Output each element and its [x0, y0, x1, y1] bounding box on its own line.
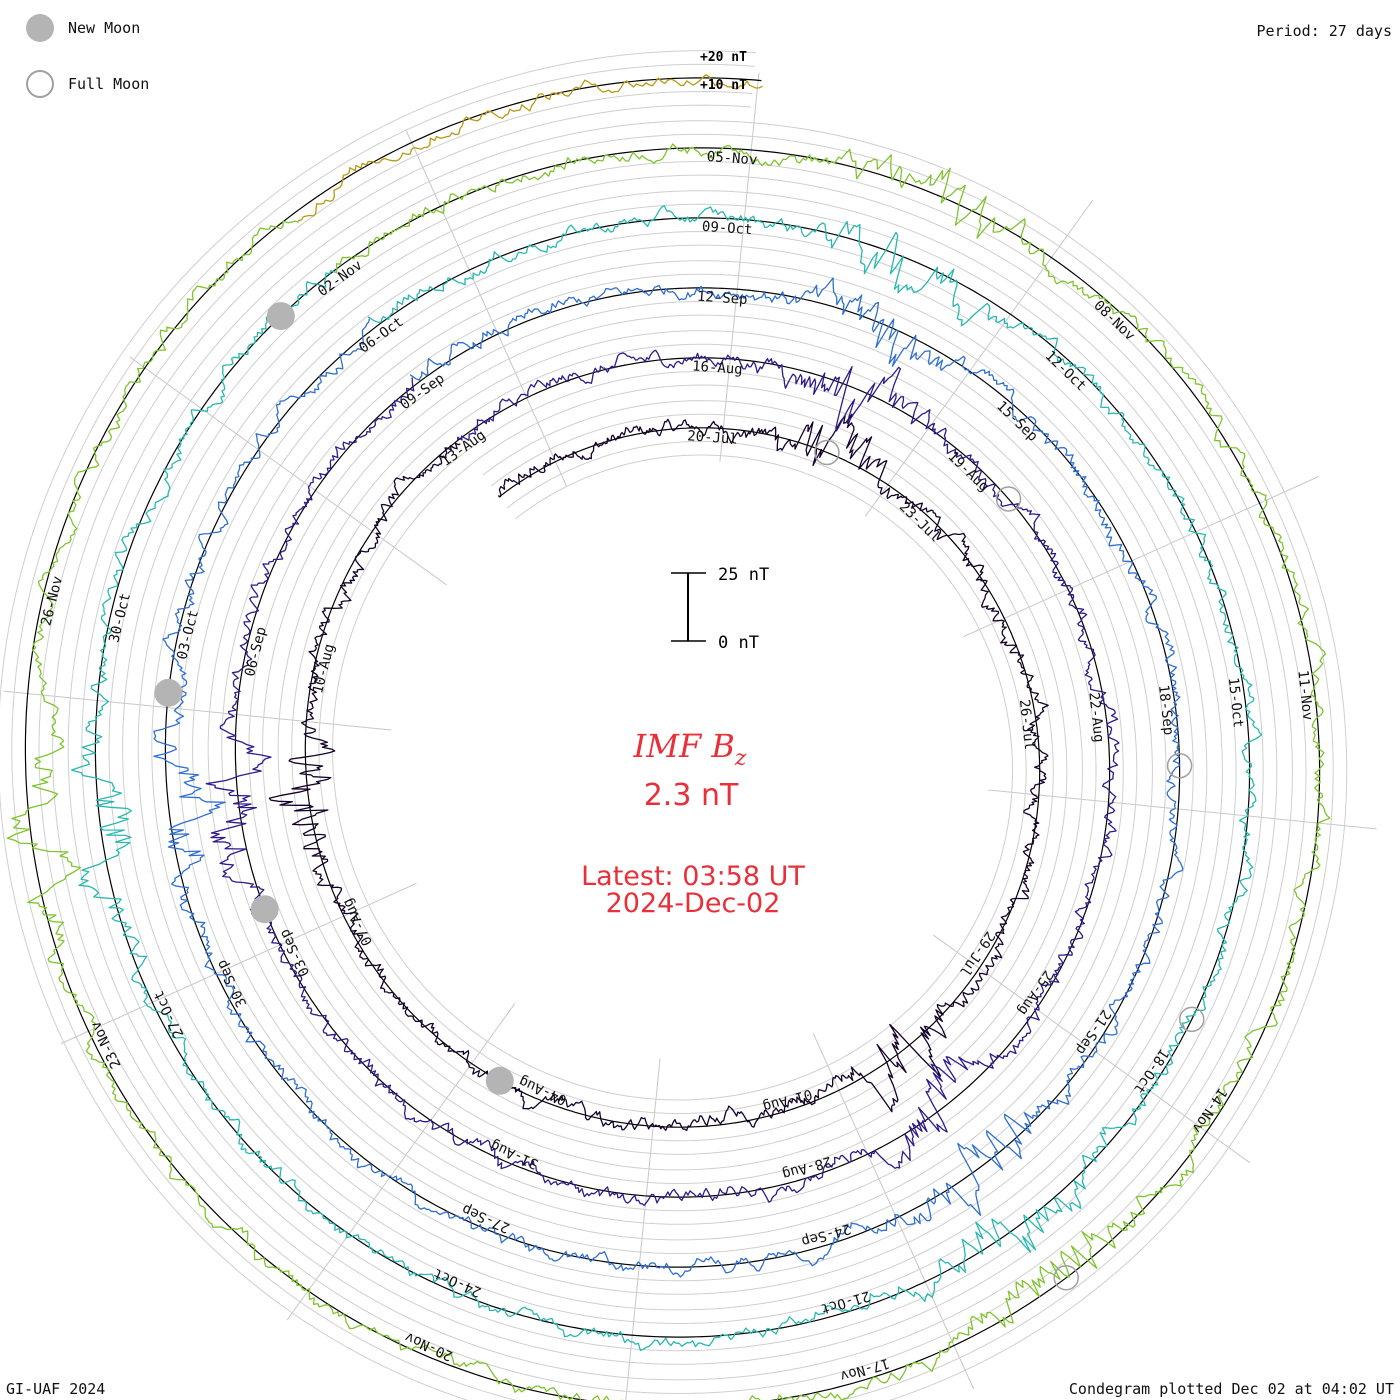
ring-scale-label-10: +10 nT: [700, 78, 747, 93]
full-moon-marker: [1053, 1265, 1079, 1291]
new-moon-marker: [485, 1066, 514, 1095]
grid-spoke: [988, 789, 1377, 830]
scale-bar-top-label: 25 nT: [718, 565, 769, 585]
legend-full-moon: Full Moon: [26, 70, 149, 98]
series-line-period-3: [153, 277, 1184, 1278]
latest-time: Latest: 03:58 UT: [581, 861, 805, 892]
data-series: [6, 74, 1331, 1400]
legend-new-moon-label: New Moon: [68, 19, 141, 37]
date-label: 05-Nov: [706, 149, 758, 168]
date-label: 03-Sep: [277, 926, 314, 978]
full-moon-icon: [26, 70, 54, 98]
center-annotation: IMF Bz 2.3 nT Latest: 03:58 UT 2024-Dec-…: [581, 727, 805, 919]
new-moon-marker: [154, 678, 183, 707]
period-label: Period: 27 days: [1256, 22, 1392, 40]
legend-new-moon: New Moon: [26, 14, 140, 42]
grid-spoke: [3, 690, 392, 731]
grid-spoke: [933, 934, 1251, 1164]
scale-bar: 25 nT 0 nT: [671, 565, 769, 653]
date-label: 31-Aug: [488, 1137, 541, 1172]
credit-label: GI-UAF 2024: [6, 1380, 106, 1398]
date-label: 26-Jul: [1016, 699, 1037, 751]
chart-title: IMF Bz: [633, 727, 747, 771]
grid-spokes: [3, 73, 1377, 1400]
date-label: 09-Oct: [701, 219, 753, 238]
date-label: 24-Oct: [431, 1265, 484, 1300]
date-label: 16-Aug: [692, 358, 744, 377]
chart-title-main: IMF B: [633, 727, 735, 765]
full-moon-marker: [814, 439, 840, 466]
date-labels: 20-Jul23-Jul26-Jul29-Jul01-Aug04-Aug07-A…: [38, 149, 1315, 1384]
current-value: 2.3 nT: [644, 778, 739, 813]
date-label: 09-Sep: [397, 371, 447, 414]
series-line-period-4: [70, 205, 1263, 1352]
full-moon-marker: [1166, 752, 1193, 779]
full-moon-marker: [1179, 1006, 1205, 1033]
grid-spoke: [812, 1033, 975, 1390]
new-moon-marker: [250, 895, 279, 924]
series-line-period-5: [6, 143, 1331, 1400]
grid-spoke: [129, 356, 447, 586]
date-label: 23-Nov: [88, 1018, 125, 1070]
date-label: 18-Sep: [1155, 684, 1176, 736]
grid-spoke: [60, 882, 417, 1045]
reference-spiral: [24, 77, 1321, 1400]
date-label: 27-Oct: [151, 988, 188, 1040]
date-label: 12-Sep: [696, 289, 748, 308]
date-label: 11-Nov: [1294, 669, 1315, 721]
series-line-period-6: [297, 74, 763, 222]
chart-title-sub: z: [734, 746, 747, 771]
full-moon-marker: [995, 486, 1022, 512]
new-moon-marker: [266, 302, 295, 331]
latest-date: 2024-Dec-02: [606, 888, 781, 919]
grid-spoke: [405, 130, 568, 487]
series-line-period-2: [205, 349, 1120, 1207]
date-label: 15-Oct: [1225, 677, 1246, 729]
grid-ring: [0, 50, 1348, 1400]
date-label: 20-Nov: [403, 1329, 456, 1364]
grid-ring: [52, 104, 1293, 1381]
date-label: 30-Sep: [214, 957, 251, 1009]
date-label: 20-Jul: [687, 428, 739, 447]
date-label: 22-Aug: [1085, 691, 1106, 743]
zero-reference-line: [24, 77, 1321, 1400]
legend-full-moon-label: Full Moon: [68, 75, 150, 93]
grid-spoke: [719, 73, 760, 462]
grid-spoke: [864, 199, 1094, 517]
scale-bar-bottom-label: 0 nT: [718, 633, 759, 653]
plotted-timestamp: Condegram plotted Dec 02 at 04:02 UT: [1068, 1380, 1394, 1398]
moon-markers: [154, 302, 1205, 1291]
new-moon-icon: [26, 14, 54, 42]
ring-scale-label-20: +20 nT: [700, 50, 747, 65]
grid-ring: [11, 63, 1334, 1400]
series-line-period-1: [268, 413, 1049, 1132]
grid-spoke: [286, 1003, 516, 1321]
